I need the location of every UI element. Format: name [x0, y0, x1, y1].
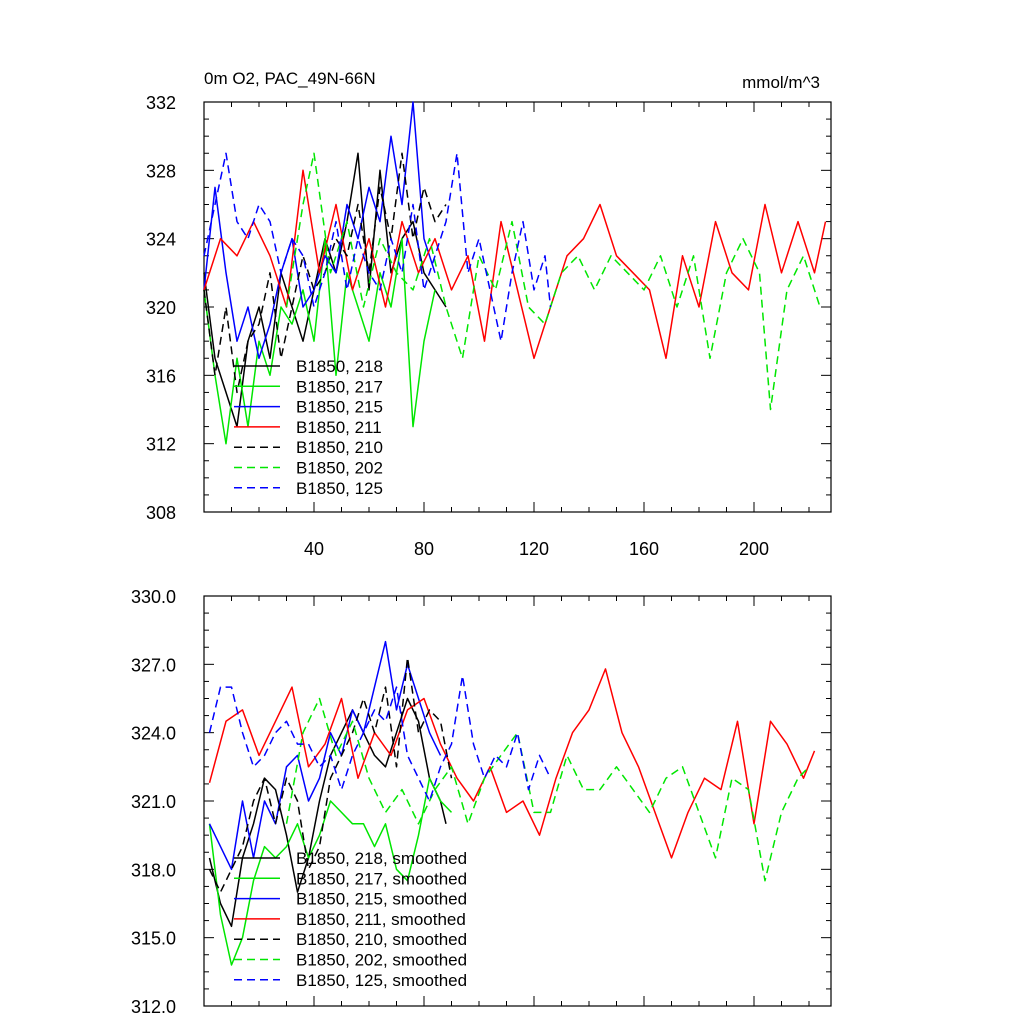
bottom-plot-y-axis: 312.0 315.0 318.0 321.0 324.0 327.0 330.0	[131, 587, 831, 1017]
y-tick-label: 321.0	[131, 792, 176, 812]
y-tick-label: 312.0	[131, 997, 176, 1017]
bottom-plot-x-axis	[231, 596, 810, 1006]
y-tick-label: 308	[146, 503, 176, 523]
legend-label: B1850, 125, smoothed	[296, 971, 467, 990]
legend-label: B1850, 211, smoothed	[296, 910, 466, 929]
x-tick-label: 120	[519, 539, 549, 559]
top-plot-panel: 0m O2, PAC_49N-66N mmol/m^3 308 312 316 320…	[146, 69, 832, 559]
legend-label: B1850, 210	[296, 438, 383, 457]
top-plot-units-label: mmol/m^3	[742, 73, 820, 92]
bottom-plot-panel: 312.0 315.0 318.0 321.0 324.0 327.0 330.0 B185…	[131, 587, 832, 1017]
series-line-b1850-215-smoothed	[208, 640, 442, 871]
y-tick-label: 316	[146, 366, 176, 386]
y-tick-label: 315.0	[131, 929, 176, 949]
top-plot-x-axis: 40 80 120 160 200	[231, 102, 810, 559]
y-tick-label: 318.0	[131, 860, 176, 880]
x-tick-label: 80	[414, 539, 434, 559]
y-tick-label: 332	[146, 93, 176, 113]
legend-label: B1850, 218	[296, 357, 383, 376]
series-line-b1850-217-smoothed	[208, 777, 453, 966]
legend-label: B1850, 215	[296, 398, 383, 417]
series-line-b1850-211	[203, 169, 827, 360]
legend-label: B1850, 202	[296, 459, 383, 478]
y-tick-label: 312	[146, 435, 176, 455]
legend-label: B1850, 215, smoothed	[296, 890, 467, 909]
series-line-b1850-210-smoothed	[208, 656, 453, 893]
legend-label: B1850, 202, smoothed	[296, 951, 467, 970]
bottom-plot-series	[208, 640, 816, 966]
series-line-b1850-202-smoothed	[285, 697, 810, 882]
legend-label: B1850, 218, smoothed	[296, 849, 467, 868]
x-tick-label: 40	[304, 539, 324, 559]
legend-label: B1850, 217	[296, 377, 383, 396]
series-line-b1850-125	[203, 152, 552, 342]
legend-label: B1850, 217, smoothed	[296, 869, 467, 888]
y-tick-label: 330.0	[131, 587, 176, 607]
series-line-b1850-125-smoothed	[208, 674, 552, 802]
series-line-b1850-211-smoothed	[208, 668, 816, 859]
legend-label: B1850, 210, smoothed	[296, 930, 467, 949]
y-tick-label: 320	[146, 298, 176, 318]
x-tick-label: 160	[629, 539, 659, 559]
top-plot-series	[203, 101, 827, 445]
x-tick-label: 200	[739, 539, 769, 559]
y-tick-label: 324.0	[131, 724, 176, 744]
y-tick-label: 327.0	[131, 655, 176, 675]
top-plot-y-axis: 308 312 316 320 324 328 332	[146, 93, 831, 523]
y-tick-label: 324	[146, 230, 176, 250]
legend-label: B1850, 211	[296, 418, 382, 437]
series-line-b1850-202	[285, 152, 821, 411]
top-plot-title: 0m O2, PAC_49N-66N	[204, 69, 376, 88]
y-tick-label: 328	[146, 161, 176, 181]
legend-label: B1850, 125	[296, 479, 383, 498]
